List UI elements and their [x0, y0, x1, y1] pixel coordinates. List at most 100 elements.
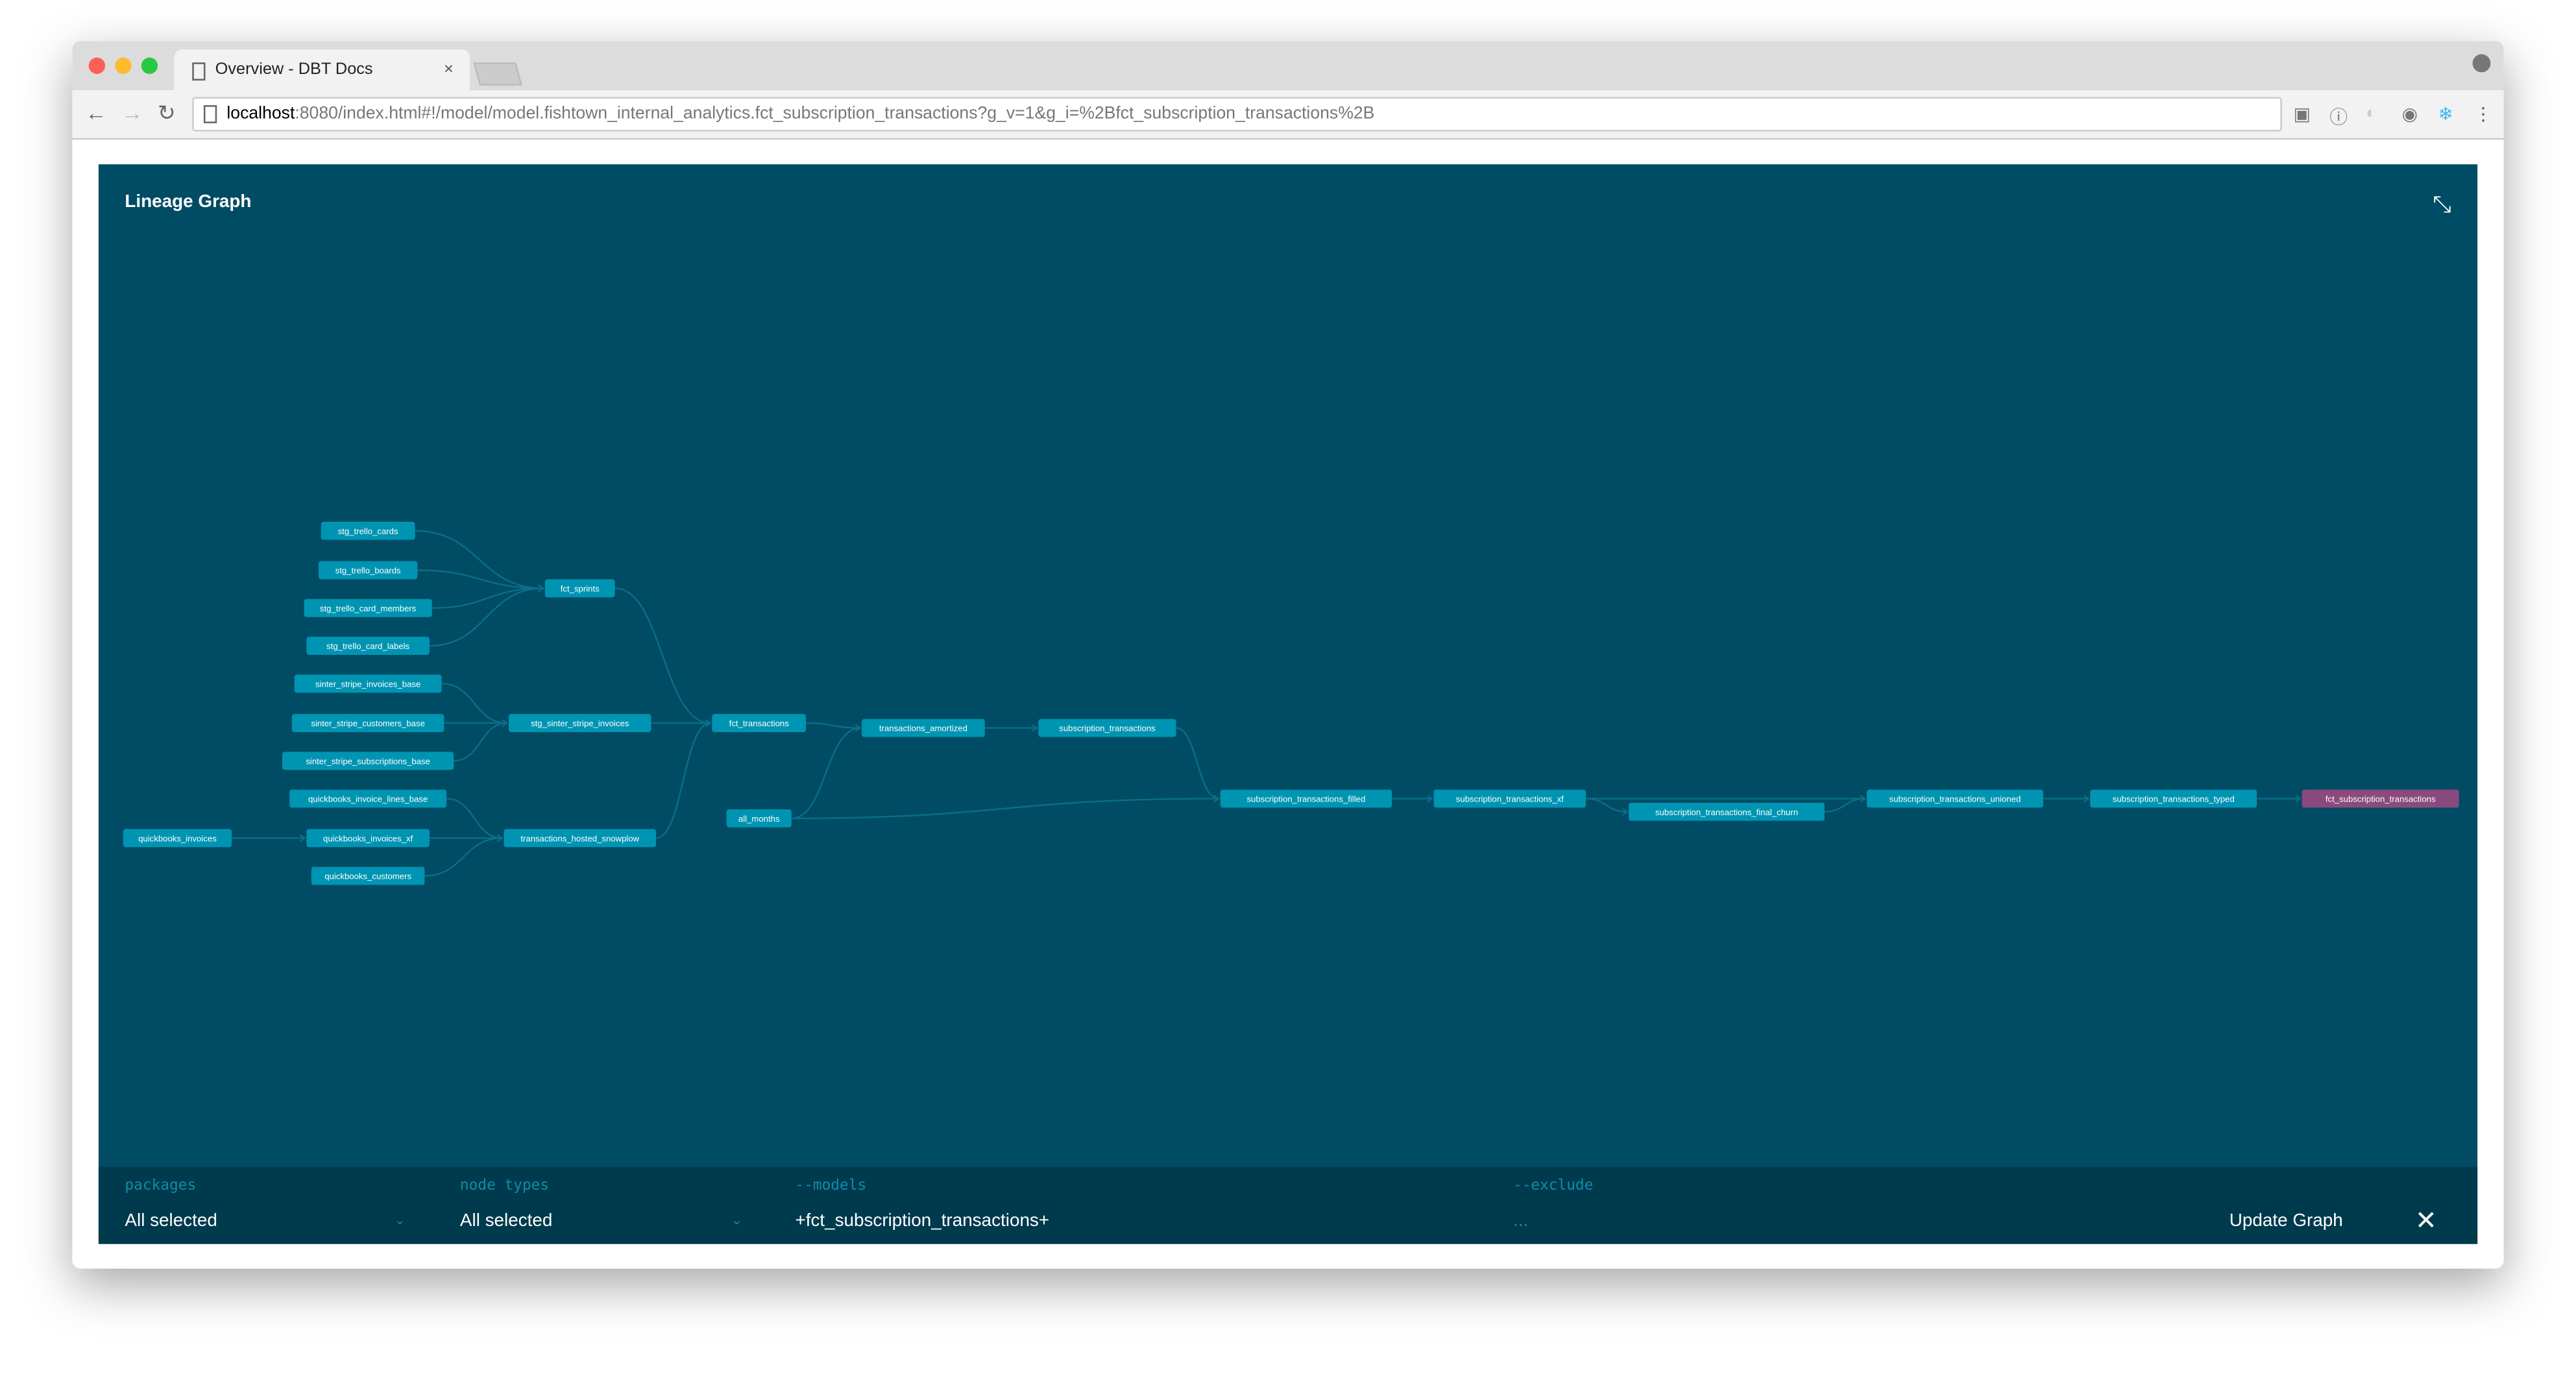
- new-tab-button[interactable]: [473, 62, 522, 86]
- graph-node[interactable]: stg_trello_card_members: [304, 598, 432, 617]
- graph-node[interactable]: subscription_transactions_typed: [2090, 789, 2257, 808]
- browser-tab[interactable]: Overview - DBT Docs ×: [174, 49, 470, 91]
- graph-node[interactable]: sinter_stripe_invoices_base: [294, 674, 442, 693]
- graph-node[interactable]: stg_sinter_stripe_invoices: [509, 714, 651, 732]
- packages-select[interactable]: All selected: [125, 1211, 217, 1231]
- lineage-graph[interactable]: stg_trello_cards stg_trello_boards stg_tre…: [99, 164, 2477, 1166]
- node-types-select[interactable]: All selected: [459, 1211, 553, 1231]
- update-graph-button[interactable]: Update Graph: [2229, 1211, 2343, 1231]
- graph-node[interactable]: subscription_transactions_final_churn: [1629, 802, 1825, 821]
- node-box[interactable]: [304, 598, 432, 617]
- graph-node[interactable]: quickbooks_invoices_xf: [306, 829, 430, 848]
- node-box[interactable]: [504, 829, 656, 848]
- node-label: sinter_stripe_invoices_base: [315, 679, 420, 689]
- chevron-down-icon[interactable]: ⌄: [731, 1212, 742, 1228]
- node-label: all_months: [738, 814, 780, 824]
- extension-g-icon[interactable]: ◉: [2401, 105, 2418, 125]
- node-label: stg_trello_boards: [335, 566, 401, 576]
- node-box[interactable]: [545, 579, 615, 598]
- reload-icon[interactable]: ↻: [158, 100, 176, 125]
- graph-node[interactable]: sinter_stripe_subscriptions_base: [282, 752, 454, 770]
- maximize-window-button[interactable]: [141, 57, 158, 74]
- node-box[interactable]: [294, 674, 442, 693]
- node-label: transactions_hosted_snowplow: [520, 833, 639, 843]
- close-window-button[interactable]: [88, 57, 106, 74]
- lineage-graph-panel: Lineage Graph ⤡ stg_trello_cards stg_trel…: [98, 164, 2478, 1244]
- page-icon: [192, 62, 206, 81]
- models-input[interactable]: +fct_subscription_transactions+: [795, 1211, 1050, 1231]
- back-icon[interactable]: ←: [85, 100, 107, 125]
- node-box[interactable]: [712, 714, 807, 732]
- node-box[interactable]: [1867, 789, 2043, 808]
- extension-icon[interactable]: ◐: [2365, 103, 2377, 123]
- graph-edge: [415, 530, 544, 589]
- node-box[interactable]: [509, 714, 651, 732]
- node-box[interactable]: [282, 752, 454, 770]
- node-box[interactable]: [2090, 789, 2257, 808]
- extension-shield-icon[interactable]: ▣: [2293, 105, 2311, 125]
- graph-node[interactable]: stg_trello_boards: [318, 561, 418, 580]
- close-icon[interactable]: ✕: [2414, 1207, 2437, 1236]
- edge-arrow-icon: [1622, 807, 1629, 816]
- node-box[interactable]: [2302, 789, 2459, 808]
- node-box[interactable]: [123, 829, 232, 848]
- extension-info-icon[interactable]: ⓘ: [2329, 108, 2348, 129]
- graph-node[interactable]: transactions_amortized: [862, 718, 985, 737]
- graph-edge: [441, 683, 507, 724]
- node-box[interactable]: [1433, 789, 1586, 808]
- browser-menu-icon[interactable]: ⋮: [2474, 105, 2492, 125]
- node-box[interactable]: [1220, 789, 1392, 808]
- node-box[interactable]: [306, 637, 430, 655]
- graph-edge: [655, 722, 711, 839]
- node-box[interactable]: [1038, 718, 1176, 737]
- chevron-down-icon[interactable]: ⌄: [394, 1212, 406, 1228]
- node-box[interactable]: [291, 714, 444, 732]
- node-box[interactable]: [726, 809, 792, 828]
- node-box[interactable]: [1629, 802, 1825, 821]
- graph-node[interactable]: subscription_transactions_filled: [1220, 789, 1392, 808]
- browser-window: Overview - DBT Docs × ← → ↻ localhost:80…: [72, 41, 2504, 1269]
- graph-node[interactable]: stg_trello_cards: [321, 521, 415, 540]
- node-box[interactable]: [862, 718, 985, 737]
- exclude-input[interactable]: ...: [1513, 1211, 1529, 1231]
- address-bar[interactable]: localhost:8080/index.html#!/model/model.…: [192, 97, 2282, 132]
- graph-node[interactable]: sinter_stripe_customers_base: [291, 714, 444, 732]
- graph-node[interactable]: all_months: [726, 809, 792, 828]
- graph-node[interactable]: fct_transactions: [712, 714, 807, 732]
- graph-edge: [791, 798, 1219, 820]
- graph-node[interactable]: fct_sprints: [545, 579, 615, 598]
- url-host: localhost: [226, 103, 295, 123]
- node-label: subscription_transactions_typed: [2113, 794, 2235, 804]
- extension-snowflake-icon[interactable]: ❄: [2438, 105, 2453, 125]
- node-box[interactable]: [318, 561, 418, 580]
- graph-node[interactable]: fct_subscription_transactions: [2302, 789, 2459, 808]
- graph-node[interactable]: quickbooks_customers: [311, 866, 425, 885]
- node-label: stg_trello_card_members: [320, 604, 417, 613]
- graph-edge: [429, 587, 544, 647]
- profile-icon[interactable]: [2472, 54, 2491, 73]
- collapse-icon[interactable]: ⤡: [2433, 190, 2451, 217]
- node-label: stg_sinter_stripe_invoices: [531, 718, 629, 728]
- node-box[interactable]: [311, 866, 425, 885]
- node-box[interactable]: [321, 521, 415, 540]
- node-label: fct_subscription_transactions: [2326, 794, 2436, 804]
- forward-icon[interactable]: →: [121, 100, 143, 125]
- panel-title: Lineage Graph: [125, 192, 252, 212]
- graph-edge: [431, 587, 544, 609]
- graph-filter-bar: packages All selected ⌄ node types All s…: [98, 1166, 2478, 1244]
- node-box[interactable]: [289, 789, 447, 808]
- graph-node[interactable]: subscription_transactions: [1038, 718, 1176, 737]
- graph-node[interactable]: transactions_hosted_snowplow: [504, 829, 656, 848]
- node-label: stg_trello_cards: [338, 526, 398, 536]
- graph-edge: [1824, 798, 1865, 813]
- tab-close-icon[interactable]: ×: [444, 60, 454, 79]
- graph-edge: [1176, 727, 1219, 800]
- graph-node[interactable]: subscription_transactions_unioned: [1867, 789, 2043, 808]
- node-box[interactable]: [306, 829, 430, 848]
- edge-arrow-icon: [2295, 794, 2302, 803]
- graph-node[interactable]: quickbooks_invoice_lines_base: [289, 789, 447, 808]
- graph-node[interactable]: stg_trello_card_labels: [306, 637, 430, 655]
- graph-node[interactable]: quickbooks_invoices: [123, 829, 232, 848]
- graph-node[interactable]: subscription_transactions_xf: [1433, 789, 1586, 808]
- minimize-window-button[interactable]: [115, 57, 132, 74]
